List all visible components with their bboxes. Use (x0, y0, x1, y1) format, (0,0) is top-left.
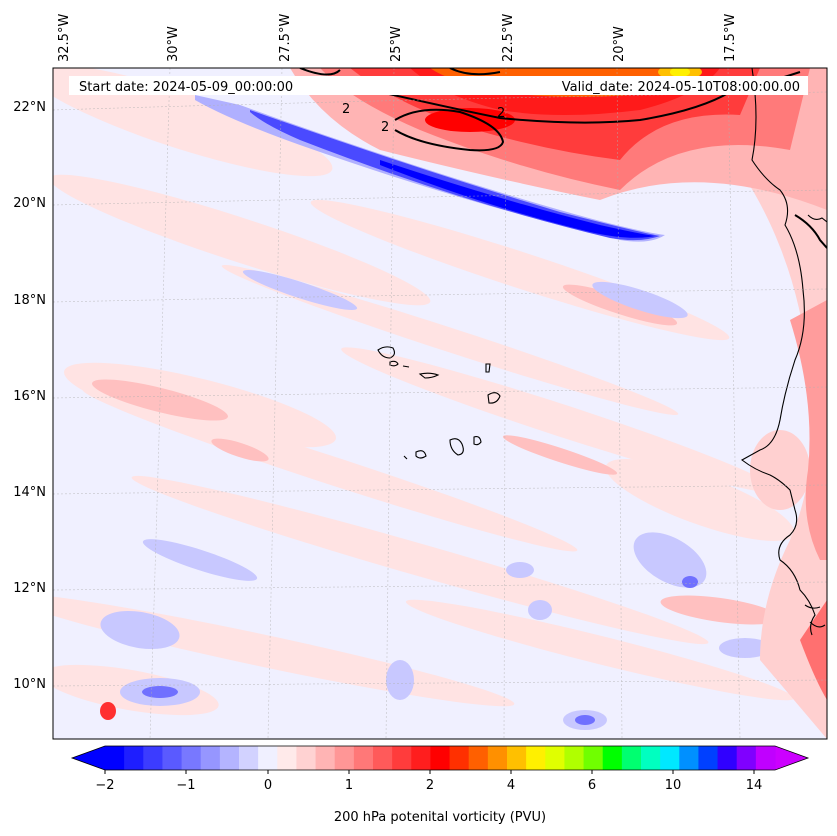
weak-positive-pv-streaks (53, 68, 795, 716)
colorbar-swatch (200, 746, 221, 770)
colorbar (70, 745, 810, 771)
colorbar-swatch (277, 746, 298, 770)
colorbar-swatch (660, 746, 680, 770)
contour-label: 2 (497, 106, 505, 121)
lat-label: 14°N (13, 485, 46, 500)
lat-label: 18°N (13, 293, 46, 308)
colorbar-title: 200 hPa potenital vorticity (PVU) (334, 810, 546, 825)
colorbar-swatch (507, 746, 527, 770)
colorbar-tick-label: 2 (426, 778, 434, 793)
colorbar-swatch (353, 746, 374, 770)
colorbar-under-arrow (72, 746, 105, 770)
colorbar-swatch (181, 746, 202, 770)
colorbar-swatch (162, 746, 183, 770)
lat-label: 10°N (13, 677, 46, 692)
colorbar-tick-label: 4 (507, 778, 515, 793)
start-date-text: Start date: 2024-05-09_00:00:00 (79, 80, 293, 95)
latitude-labels: 22°N 20°N 18°N 16°N 14°N 12°N 10°N (13, 100, 46, 692)
colorbar-swatch (545, 746, 566, 770)
positive-pv-core-southwest (100, 702, 116, 720)
coastal-positive-band (740, 150, 827, 739)
colorbar-swatch (526, 746, 546, 770)
colorbar-tick-label: −1 (176, 778, 195, 793)
colorbar-swatch (583, 746, 604, 770)
lon-label: 20°W (612, 26, 627, 62)
colorbar-swatch (239, 746, 259, 770)
colorbar-swatch (392, 746, 412, 770)
colorbar-over-arrow (775, 746, 808, 770)
colorbar-swatch (698, 746, 719, 770)
colorbar-tick-label: 6 (588, 778, 596, 793)
date-banner (69, 76, 808, 95)
colorbar-swatch (124, 746, 144, 770)
colorbar-swatch (143, 746, 164, 770)
colorbar-swatch (315, 746, 336, 770)
colorbar-swatch (449, 746, 470, 770)
colorbar-swatch (564, 746, 585, 770)
africa-coastline (741, 68, 827, 636)
lat-label: 16°N (13, 389, 46, 404)
map-area (53, 68, 827, 739)
colorbar-swatch (736, 746, 757, 770)
colorbar-swatch (679, 746, 700, 770)
colorbar-swatch (373, 746, 393, 770)
map-frame (52, 67, 828, 740)
colorbar-swatch (105, 746, 125, 770)
colorbar-swatch (717, 746, 738, 770)
colorbar-swatch (602, 746, 623, 770)
valid-date-text: Valid_date: 2024-05-10T08:00:00.00 (562, 80, 800, 95)
lon-label: 17.5°W (723, 14, 738, 62)
jet-negative-pv-band (195, 95, 665, 242)
colorbar-swatch (258, 746, 278, 770)
colorbar-swatch (487, 746, 508, 770)
colorbar-ticks: −2 −1 0 1 2 4 6 10 14 (95, 770, 762, 793)
lat-label: 20°N (13, 196, 46, 211)
contour-label: 2 (342, 102, 350, 117)
colorbar-swatch (755, 746, 776, 770)
colorbar-swatch (430, 746, 451, 770)
colorbar-tick-label: 10 (665, 778, 682, 793)
lon-label: 25°W (389, 26, 404, 62)
contour-label: 2 (381, 120, 389, 135)
negative-pv-blobs (100, 269, 810, 730)
lon-label: 27.5°W (278, 14, 293, 62)
colorbar-swatch (411, 746, 432, 770)
lon-label: 32.5°W (57, 14, 72, 62)
colorbar-tick-label: 0 (264, 778, 272, 793)
stronger-negative-pv-cores (142, 576, 698, 725)
colorbar-swatch (641, 746, 661, 770)
lon-label: 30°W (166, 26, 181, 62)
cape-verde-islands (377, 346, 501, 460)
colorbar-swatch (621, 746, 642, 770)
lat-label: 12°N (13, 581, 46, 596)
colorbar-swatch (468, 746, 489, 770)
lat-label: 22°N (13, 100, 46, 115)
colorbar-tick-label: 1 (345, 778, 353, 793)
colorbar-swatch (296, 746, 317, 770)
colorbar-swatch (219, 746, 240, 770)
colorbar-tick-label: 14 (746, 778, 763, 793)
colorbar-swatch (334, 746, 355, 770)
longitude-labels: 32.5°W 30°W 27.5°W 25°W 22.5°W 20°W 17.5… (57, 14, 738, 62)
colorbar-tick-label: −2 (95, 778, 114, 793)
lon-label: 22.5°W (501, 14, 516, 62)
